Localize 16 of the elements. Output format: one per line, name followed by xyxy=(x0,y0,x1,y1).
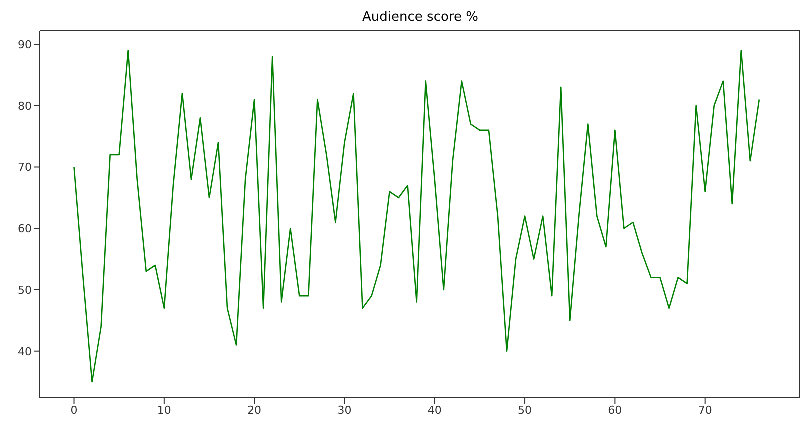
y-tick-label: 80 xyxy=(18,100,32,113)
x-tick-label: 30 xyxy=(338,404,352,417)
x-tick-label: 20 xyxy=(248,404,262,417)
y-tick-label: 50 xyxy=(18,284,32,297)
x-tick-label: 40 xyxy=(428,404,442,417)
y-tick-label: 70 xyxy=(18,161,32,174)
x-tick-label: 70 xyxy=(698,404,712,417)
y-tick-label: 40 xyxy=(18,345,32,358)
line-series xyxy=(74,50,760,383)
x-tick-label: 50 xyxy=(518,404,532,417)
y-tick-label: 90 xyxy=(18,38,32,52)
x-tick-label: 10 xyxy=(157,404,172,417)
y-tick-label: 60 xyxy=(18,222,32,236)
chart-title: Audience score % xyxy=(362,9,480,27)
x-tick-label: 0 xyxy=(70,404,78,417)
x-tick-label: 60 xyxy=(608,404,622,417)
